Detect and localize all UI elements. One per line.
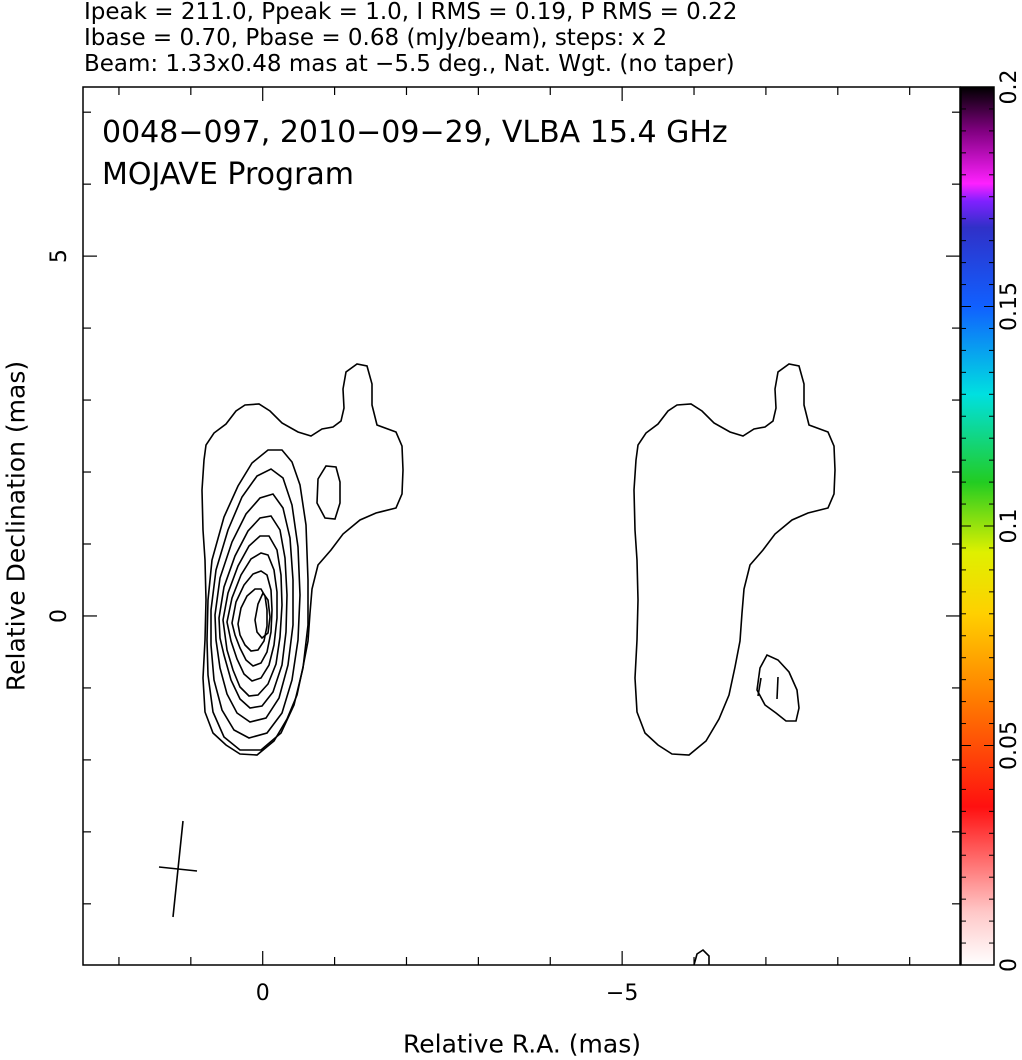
header-peak-line: Ipeak = 211.0, Ppeak = 1.0, I RMS = 0.19… xyxy=(84,0,738,25)
contour-outer xyxy=(201,363,404,756)
colorbar-tick-labels: 0 0.05 0.1 0.15 0.2 xyxy=(997,70,1022,973)
pol-contour-outer xyxy=(633,363,836,756)
colorbar-tick-label: 0.15 xyxy=(997,282,1022,331)
header-beam-line: Beam: 1.33x0.48 mas at −5.5 deg., Nat. W… xyxy=(84,51,735,77)
colorbar-tick-label: 0.2 xyxy=(997,70,1022,105)
evpa-tick xyxy=(776,676,779,700)
contour-level-8 xyxy=(231,570,273,667)
map-title: 0048−097, 2010−09−29, VLBA 15.4 GHz xyxy=(102,115,728,150)
y-axis-label: Relative Declination (mas) xyxy=(1,360,31,692)
beam-marker xyxy=(158,820,198,918)
evpa-tick xyxy=(757,677,762,697)
pol-contour-small xyxy=(693,948,710,966)
y-tick-label: 5 xyxy=(47,249,72,263)
colorbar-ticks xyxy=(961,86,994,966)
total-intensity-contours xyxy=(201,363,404,756)
plot-frame xyxy=(82,86,961,966)
contour-island xyxy=(316,465,341,520)
map-subtitle: MOJAVE Program xyxy=(102,157,354,192)
contour-level-7 xyxy=(226,552,278,682)
x-tick-label: 0 xyxy=(256,981,270,1006)
colorbar-tick-label: 0.1 xyxy=(997,509,1022,544)
axis-tick-labels: 0 −5 0 5 xyxy=(47,249,638,1006)
y-tick-label: 0 xyxy=(47,609,72,623)
colorbar-tick-label: 0.05 xyxy=(997,721,1022,770)
contour-level-5 xyxy=(218,515,288,709)
polarization-contours xyxy=(633,363,836,966)
contour-level-6 xyxy=(222,535,283,697)
contour-level-3 xyxy=(210,468,301,739)
x-tick-label: −5 xyxy=(606,981,638,1006)
header-base-line: Ibase = 0.70, Pbase = 0.68 (mJy/beam), s… xyxy=(84,25,668,51)
contour-peak xyxy=(254,591,271,640)
pol-contour-blob xyxy=(756,653,800,722)
contour-level-9 xyxy=(237,588,268,652)
contour-level-4 xyxy=(214,493,294,723)
contour-level-2 xyxy=(206,449,309,751)
x-axis-label: Relative R.A. (mas) xyxy=(403,1029,641,1059)
axis-ticks xyxy=(83,87,960,965)
colorbar-tick-label: 0 xyxy=(997,958,1022,972)
